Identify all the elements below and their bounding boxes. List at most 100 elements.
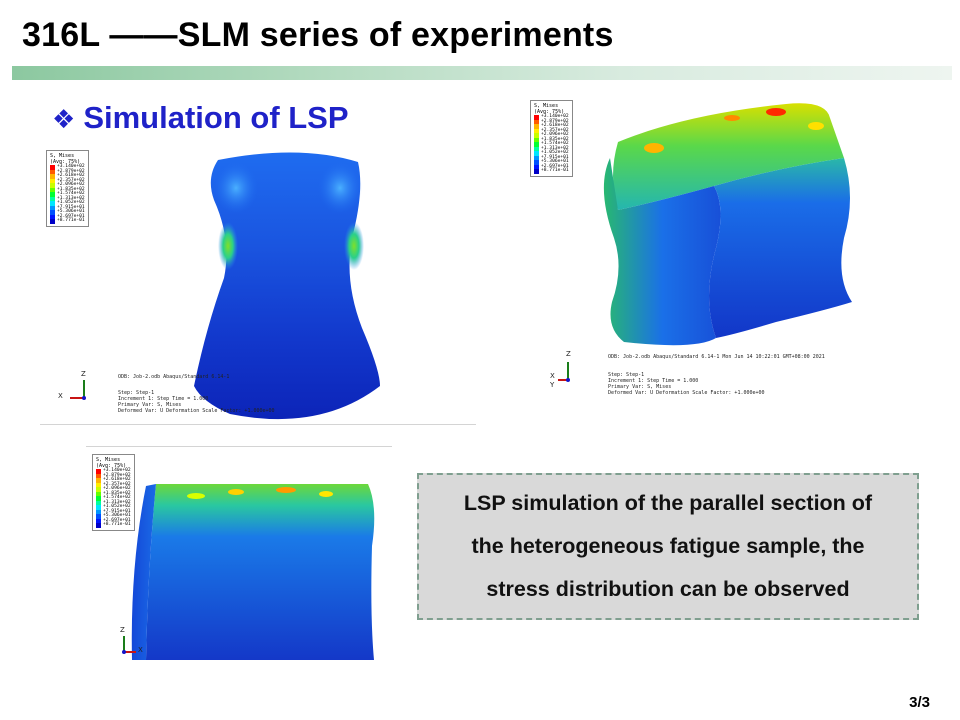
legend-swatch [534, 137, 539, 142]
legend-value: +8.771e-01 [57, 218, 85, 223]
legend-value: +2.096e+02 [57, 182, 85, 187]
odb-info: ODB: Job-2.odb Abaqus/Standard 6.14-1 [118, 374, 230, 380]
legend-value: +1.052e+02 [541, 150, 569, 155]
section-specimen-render [131, 484, 375, 660]
legend-value: +1.835e+02 [103, 490, 131, 496]
legend-value: +2.697e+01 [103, 517, 131, 523]
legend-values: +3.140e+02 +2.879e+02 +2.618e+02 +2.357e+02… [103, 468, 131, 528]
legend-value: +2.096e+02 [103, 486, 131, 491]
slide-title: 316L ——SLM series of experiments [22, 16, 614, 54]
legend-subtitle: (Avg: 75%) [96, 463, 127, 469]
legend-value: +2.879e+02 [541, 118, 569, 124]
legend-swatch [96, 491, 101, 496]
legend-value: +2.096e+02 [541, 132, 569, 137]
legend-title: S, Mises [50, 153, 75, 159]
legend-swatch [50, 165, 55, 170]
legend-swatch [50, 178, 55, 183]
legend-swatch [96, 473, 101, 478]
legend-value: +2.697e+01 [541, 163, 569, 169]
legend-value: +2.357e+02 [57, 177, 85, 183]
hourglass-specimen-render [194, 152, 380, 420]
axis-z-label: Z [566, 350, 571, 358]
legend-swatch [96, 523, 101, 528]
axis-triad: Z X [114, 626, 144, 656]
legend-swatch [50, 196, 55, 201]
axis-x-label: X [138, 646, 143, 654]
legend-value: +1.835e+02 [541, 136, 569, 142]
legend-swatch [50, 219, 55, 224]
legend-value: +8.771e-01 [541, 168, 569, 173]
legend-swatch [50, 205, 55, 210]
legend-swatch [534, 142, 539, 147]
axis-z-label: Z [81, 370, 86, 378]
simulation-image-section: S, Mises (Avg: 75%) +3.140e+02 +2.879e+02… [86, 446, 392, 662]
legend-value: +2.697e+01 [57, 213, 85, 219]
legend-swatch [96, 496, 101, 501]
legend-value: +2.618e+02 [57, 173, 85, 178]
legend-value: +3.140e+02 [541, 114, 569, 119]
legend-value: +8.771e-01 [103, 522, 131, 527]
caption-line-3: stress distribution can be observed [486, 577, 850, 601]
legend-swatch [534, 119, 539, 124]
legend-value: +5.306e+01 [57, 209, 85, 214]
axis-x-label: X [58, 392, 63, 400]
legend-value: +7.915e+01 [103, 508, 131, 514]
legend-swatch [50, 187, 55, 192]
legend-color-scale [534, 115, 539, 174]
panel1-bottom-border [40, 424, 476, 425]
legend-swatch [96, 509, 101, 514]
legend-value: +1.052e+02 [57, 200, 85, 205]
axis-x-label: X [550, 372, 555, 380]
legend-swatch [96, 505, 101, 510]
simulation-image-block: S, Mises (Avg: 75%) +3.140e+02 +2.879e+02… [526, 98, 952, 398]
legend-value: +7.915e+01 [541, 154, 569, 160]
legend-color-scale [50, 165, 55, 224]
legend-value: +2.879e+02 [103, 472, 131, 478]
legend-title: S, Mises [96, 457, 121, 463]
legend-swatch [534, 115, 539, 120]
legend-swatch [534, 160, 539, 165]
legend-value: +1.574e+02 [103, 495, 131, 500]
legend-value: +5.306e+01 [103, 513, 131, 518]
legend-swatch [96, 518, 101, 523]
caption-box: LSP simulation of the parallel section o… [417, 473, 919, 620]
step-info: Step: Step-1 Increment 1: Step Time = 1.… [608, 372, 765, 396]
axis-z-label: Z [120, 626, 125, 634]
axis-y-label: Y [550, 381, 555, 389]
legend-swatch [96, 478, 101, 483]
legend-swatch [534, 133, 539, 138]
legend-swatch [96, 469, 101, 474]
legend-value: +1.313e+02 [103, 499, 131, 505]
legend-value: +1.052e+02 [103, 504, 131, 509]
legend-swatch [534, 151, 539, 156]
legend-value: +3.140e+02 [57, 164, 85, 169]
stress-legend: S, Mises (Avg: 75%) +3.140e+02 +2.879e+02… [92, 454, 135, 531]
legend-swatch [534, 155, 539, 160]
legend-value: +2.357e+02 [541, 127, 569, 133]
legend-subtitle: (Avg: 75%) [50, 159, 81, 165]
panel3-top-border [86, 446, 392, 447]
legend-swatch [96, 482, 101, 487]
legend-value: +1.313e+02 [57, 195, 85, 201]
legend-swatch [534, 124, 539, 129]
legend-swatch [50, 214, 55, 219]
diamond-bullet-icon: ❖ [52, 104, 76, 134]
legend-value: +1.835e+02 [57, 186, 85, 192]
section-heading: ❖ Simulation of LSP [52, 100, 349, 136]
legend-title: S, Mises [534, 103, 559, 109]
legend-value: +1.574e+02 [541, 141, 569, 146]
legend-value: +2.357e+02 [103, 481, 131, 487]
title-underline-bar [12, 66, 952, 80]
legend-swatch [96, 514, 101, 519]
legend-values: +3.140e+02 +2.879e+02 +2.618e+02 +2.357e+02… [57, 164, 85, 224]
axis-triad: Z X [58, 370, 100, 404]
legend-subtitle: (Avg: 75%) [534, 109, 565, 115]
caption-line-2: the heterogeneous fatigue sample, the [471, 534, 865, 558]
step-info: Step: Step-1 Increment 1: Step Time = 1.… [118, 390, 275, 414]
legend-value: +1.313e+02 [541, 145, 569, 151]
simulation-image-hourglass: S, Mises (Avg: 75%) +3.140e+02 +2.879e+02… [40, 148, 476, 426]
axis-triad: Z X Y [550, 350, 584, 390]
legend-swatch [534, 128, 539, 133]
section-heading-text: Simulation of LSP [83, 100, 349, 135]
legend-swatch [50, 210, 55, 215]
